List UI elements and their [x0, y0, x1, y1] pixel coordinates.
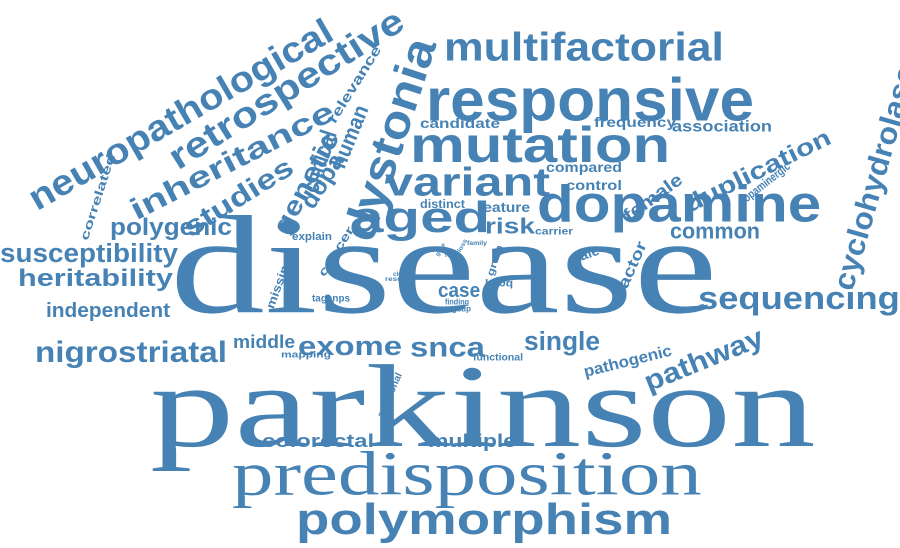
- word-disease: disease: [170, 187, 718, 343]
- word-rare: rare: [445, 251, 458, 259]
- word-snca: snca: [410, 331, 485, 363]
- word-cyclohydrolase: cyclohydrolase: [826, 61, 900, 294]
- word-part: part: [453, 264, 469, 274]
- word-middle: middle: [233, 331, 296, 353]
- word-single: single: [524, 326, 600, 356]
- word-predisposition: predisposition: [232, 439, 702, 509]
- word-feature: feature: [478, 199, 531, 215]
- word-association: association: [672, 117, 773, 135]
- word-risk: risk: [485, 213, 535, 239]
- word-mapping: mapping: [281, 349, 331, 360]
- word-heritability: heritability: [18, 264, 173, 292]
- word-close: close: [393, 270, 409, 278]
- word-dopamine: dopamine: [537, 174, 822, 234]
- word-independent: independent: [46, 298, 171, 322]
- word-family: family: [467, 239, 488, 247]
- word-polygenic: polygenic: [110, 213, 232, 241]
- word-common: common: [670, 218, 760, 244]
- word-parkinson: parkinson: [150, 340, 816, 472]
- word-mutation: mutation: [410, 117, 671, 173]
- word-polymorphism: polymorphism: [296, 494, 672, 544]
- word-case: case: [438, 278, 481, 302]
- word-candidate: candidate: [420, 115, 500, 131]
- word-tagsup: tagsup: [445, 304, 471, 314]
- word-tagsnps: tagsnps: [312, 292, 351, 304]
- word-functional: functional: [473, 351, 523, 363]
- word-h50q: h50q: [485, 277, 514, 289]
- word-aged: aged: [350, 192, 491, 242]
- word-sequencing: sequencing: [698, 280, 900, 316]
- word-nigrostriatal: nigrostriatal: [35, 335, 227, 369]
- word-result: result: [385, 275, 408, 283]
- word-multifactorial: multifactorial: [444, 24, 724, 70]
- word-frequency: frequency: [594, 114, 676, 130]
- word-finding: finding: [445, 297, 470, 307]
- word-multiple: multiple: [428, 430, 517, 452]
- word-compared: compared: [546, 159, 622, 175]
- word-variant: variant: [385, 159, 550, 205]
- word-distinct: distinct: [420, 197, 465, 211]
- word-exome: exome: [298, 331, 402, 361]
- word-carrier: carrier: [535, 225, 574, 237]
- word-susceptibility: susceptibility: [0, 238, 179, 268]
- word-control: control: [566, 177, 622, 193]
- word-colorectal: colorectal: [262, 430, 375, 452]
- word-responsive: responsive: [426, 66, 755, 134]
- word-explain: explain: [292, 230, 332, 243]
